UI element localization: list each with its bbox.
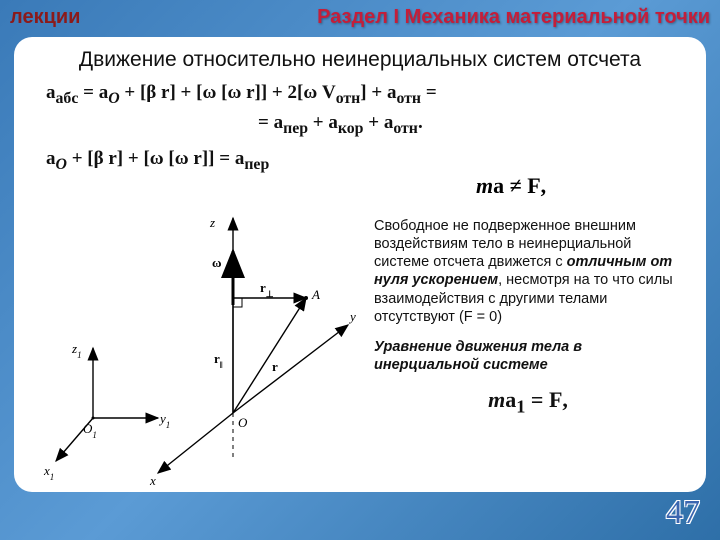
label-O1: O1 <box>83 421 97 440</box>
label-rperp: r⊥ <box>260 280 274 299</box>
equation-1: aабс = aO + [β r] + [ω [ω r]] + 2[ω Vотн… <box>46 82 682 108</box>
label-x1: x1 <box>43 463 54 482</box>
lectures-label: лекции <box>10 6 80 29</box>
slide-title: Движение относительно неинерциальных сис… <box>38 47 682 72</box>
label-A: A <box>311 287 320 302</box>
label-rpar: r‖ <box>214 351 223 370</box>
equation-inequality: ma ≠ F, <box>476 173 546 199</box>
right-text-block: Свободное не подверженное внешним воздей… <box>374 217 682 418</box>
label-y1: y1 <box>158 411 170 430</box>
label-x: x <box>149 473 156 488</box>
label-r: r <box>272 359 278 374</box>
page-number: 47 <box>666 494 700 532</box>
section-title: Раздел I Механика материальной точки <box>317 6 710 29</box>
label-z: z <box>209 215 215 230</box>
label-z1: z1 <box>71 341 82 360</box>
label-y: y <box>348 309 356 324</box>
paragraph-2: Уравнение движения тела в инерциальной с… <box>374 338 682 374</box>
label-O: O <box>238 415 248 430</box>
content-panel: Движение относительно неинерциальных сис… <box>14 37 706 492</box>
equation-2: = aпер + aкор + aотн. <box>258 112 682 138</box>
paragraph-1: Свободное не подверженное внешним воздей… <box>374 217 682 326</box>
label-omega: ω <box>212 255 222 270</box>
equation-3: aO + [β r] + [ω [ω r]] = aпер <box>46 148 682 174</box>
reference-frames-diagram: z x y O A r r‖ <box>38 213 358 483</box>
equation-inertial: ma1 = F, <box>374 386 682 418</box>
